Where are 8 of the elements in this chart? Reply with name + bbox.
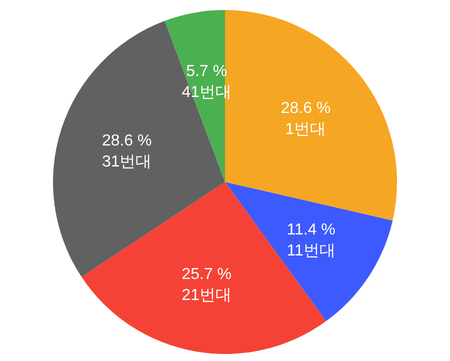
data-label: 28.6 % <box>102 132 152 150</box>
slice-label: 1번대 <box>285 121 326 138</box>
data-label: 25.7 % <box>182 266 232 284</box>
slice-label: 11번대 <box>286 242 336 260</box>
data-label: 11.4 % <box>286 221 336 238</box>
slice-label: 31번대 <box>102 154 152 171</box>
data-label: 28.6 % <box>280 100 331 118</box>
slice-label: 21번대 <box>182 287 232 304</box>
